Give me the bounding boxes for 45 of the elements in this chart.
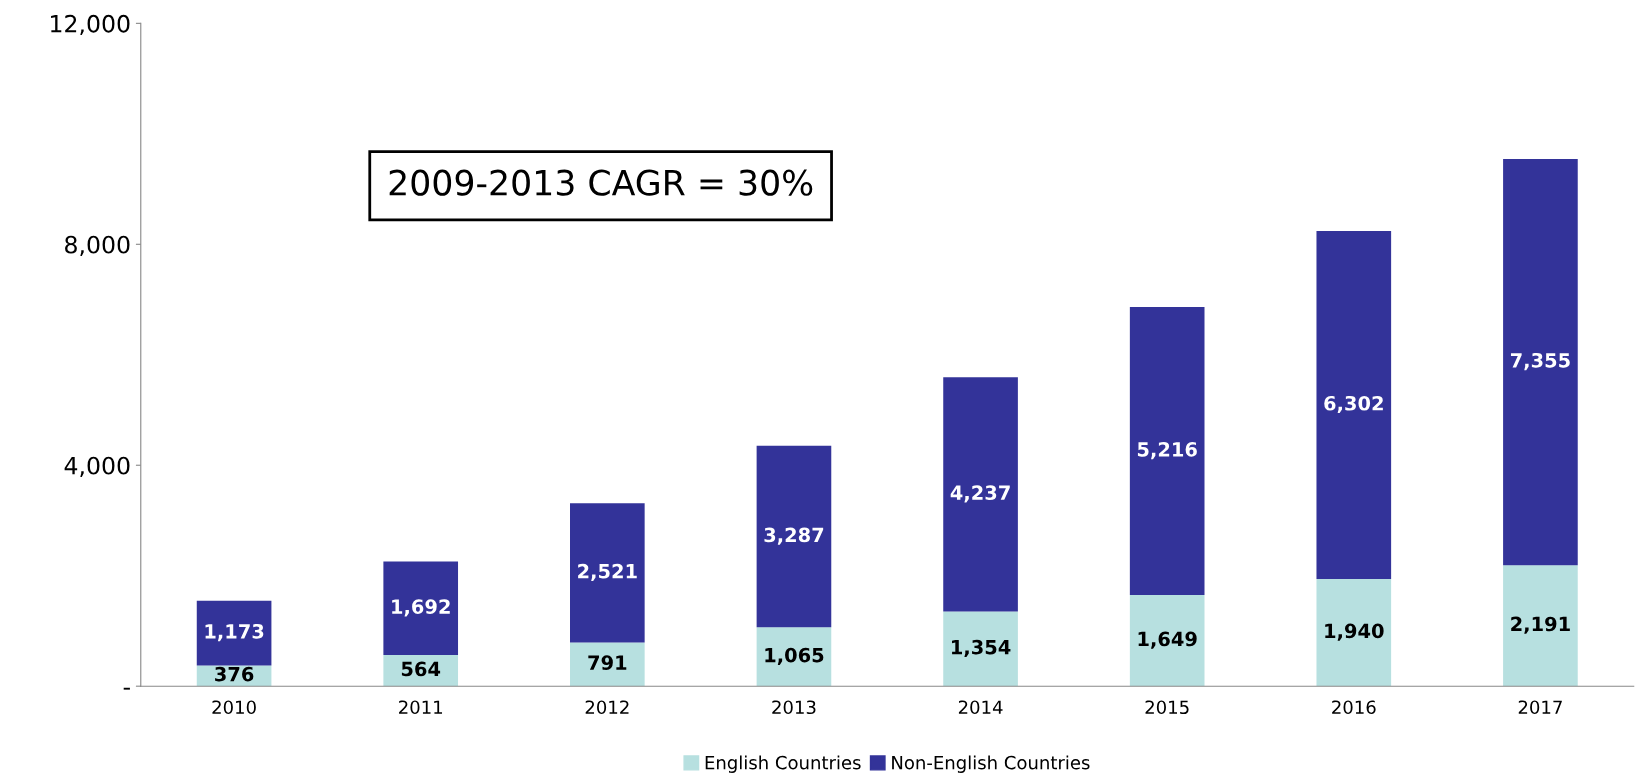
data-label: 5,216 xyxy=(1137,441,1197,460)
x-tick-label: 2017 xyxy=(1518,700,1562,715)
data-label: 7,355 xyxy=(1510,352,1570,371)
bar xyxy=(756,445,832,628)
data-label: 6,302 xyxy=(1324,395,1383,414)
bar xyxy=(1129,595,1205,687)
data-label: 2,191 xyxy=(1511,616,1570,634)
data-label: 564 xyxy=(401,661,441,677)
bar xyxy=(1316,230,1392,580)
bar xyxy=(196,600,272,666)
x-tick-label: 2012 xyxy=(585,700,629,715)
bar xyxy=(383,561,459,656)
y-tick-label: 12,000 xyxy=(51,14,130,36)
legend-label: English Countries xyxy=(705,755,861,773)
bar xyxy=(756,627,832,687)
x-tick-label: 2015 xyxy=(1145,700,1189,715)
data-label: 1,173 xyxy=(205,623,264,642)
y-tick-label: 8,000 xyxy=(65,235,130,257)
data-label: 376 xyxy=(215,666,254,682)
data-label: 1,065 xyxy=(765,647,824,665)
bar xyxy=(570,503,645,643)
data-label: 1,649 xyxy=(1138,631,1197,649)
x-tick-label: 2013 xyxy=(772,700,816,715)
bar xyxy=(1503,158,1578,566)
x-tick-label: 2016 xyxy=(1332,700,1376,715)
data-label: 1,940 xyxy=(1325,623,1384,641)
annotation: 2009-2013 CAGR = 30% xyxy=(389,169,813,196)
data-label: 791 xyxy=(588,655,627,670)
bar xyxy=(1316,579,1392,687)
y-tick-label: - xyxy=(123,687,130,690)
bar xyxy=(943,611,1018,687)
x-tick-label: 2014 xyxy=(958,700,1003,715)
data-label: 4,237 xyxy=(950,485,1010,503)
bar xyxy=(1129,306,1205,596)
data-label: 3,287 xyxy=(764,527,824,545)
data-label: 1,692 xyxy=(392,599,450,617)
legend-label: Non-English Countries xyxy=(892,755,1090,773)
x-tick-label: 2010 xyxy=(212,700,256,715)
x-tick-label: 2011 xyxy=(399,700,443,715)
bar xyxy=(943,377,1018,612)
bar xyxy=(1503,565,1578,687)
data-label: 1,354 xyxy=(952,639,1011,657)
bar xyxy=(570,642,645,687)
y-tick-label: 4,000 xyxy=(64,456,130,477)
data-label: 2,521 xyxy=(578,563,637,581)
